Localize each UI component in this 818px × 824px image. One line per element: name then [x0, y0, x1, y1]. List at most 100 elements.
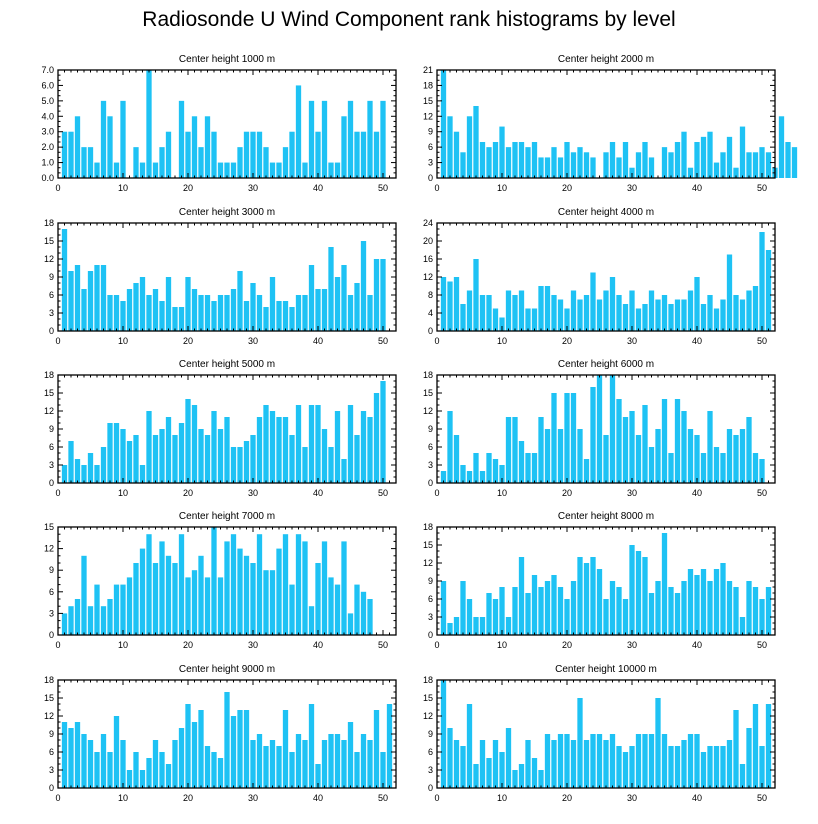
y-tick-label: 12: [423, 111, 433, 121]
histogram-bar: [113, 162, 120, 178]
histogram-bar: [739, 126, 746, 178]
histogram-panel: Center height 9000 m 0 10 20 30 40 50 0 3 6 9 12 15 1…: [44, 664, 397, 803]
histogram-bar: [674, 299, 681, 331]
y-tick-label: 3: [428, 158, 433, 168]
histogram-bar: [512, 587, 518, 635]
x-tick-label: 50: [378, 640, 388, 650]
histogram-bar: [347, 613, 354, 635]
histogram-bar: [224, 295, 230, 331]
histogram-bar: [538, 770, 544, 788]
histogram-bar: [525, 453, 531, 483]
histogram-bar: [765, 152, 772, 178]
histogram-bar: [668, 152, 674, 178]
x-tick-label: 30: [627, 336, 637, 346]
histogram-bar: [237, 447, 243, 483]
histogram-bar: [61, 131, 68, 178]
histogram-bar: [224, 417, 230, 483]
histogram-bar: [152, 563, 159, 635]
y-tick-label: 6: [428, 747, 433, 757]
histogram-bar: [107, 295, 113, 331]
histogram-bar: [347, 295, 354, 331]
histogram-bar: [165, 131, 172, 178]
histogram-bar: [440, 70, 447, 178]
histogram-bar: [557, 299, 564, 331]
histogram-bar: [778, 116, 785, 178]
histogram-bar: [87, 271, 94, 331]
x-tick-label: 50: [757, 336, 767, 346]
histogram-bar: [759, 232, 765, 331]
histogram-bar: [453, 740, 460, 788]
histogram-bar: [570, 581, 577, 635]
histogram-bar: [765, 704, 772, 788]
histogram-bar: [629, 290, 635, 331]
histogram-bar: [68, 606, 74, 635]
histogram-panel: Center height 3000 m 0 10 20 30 40 50 0 3 6 9 12 15 1…: [44, 207, 397, 346]
histogram-bar: [120, 429, 126, 483]
histogram-bar: [700, 453, 707, 483]
histogram-bar: [720, 746, 726, 788]
histogram-bar: [752, 286, 759, 331]
histogram-bar: [713, 308, 720, 331]
histogram-bar: [185, 399, 191, 483]
histogram-bar: [204, 577, 211, 635]
histogram-bar: [655, 581, 661, 635]
histogram-bar: [217, 429, 224, 483]
histogram-bar: [479, 142, 486, 178]
histogram-bar: [590, 734, 596, 788]
histogram-bar: [447, 623, 453, 635]
histogram-bar: [133, 563, 139, 635]
histogram-bar: [583, 740, 590, 788]
histogram-bar: [152, 435, 159, 483]
histogram-bar: [269, 411, 276, 483]
histogram-bar: [687, 734, 694, 788]
histogram-bar: [295, 85, 302, 178]
histogram-bar: [360, 411, 367, 483]
y-tick-label: 9: [49, 424, 54, 434]
y-tick-label: 6: [428, 442, 433, 452]
histogram-bar: [661, 295, 668, 331]
x-tick-label: 10: [497, 488, 507, 498]
histogram-bar: [694, 435, 700, 483]
histogram-bar: [185, 277, 191, 331]
histogram-bar: [453, 277, 460, 331]
histogram-bar: [596, 734, 603, 788]
y-tick-label: 12: [423, 558, 433, 568]
histogram-bar: [334, 734, 341, 788]
histogram-bar: [94, 265, 100, 331]
histogram-bar: [733, 435, 739, 483]
histogram-bar: [178, 728, 185, 788]
histogram-bar: [590, 272, 596, 331]
y-tick-label: 1.0: [41, 158, 54, 168]
histogram-bar: [564, 599, 570, 635]
histogram-bar: [146, 411, 152, 483]
histogram-bar: [360, 131, 367, 178]
histogram-bar: [113, 716, 120, 788]
histogram-bar: [159, 147, 165, 178]
histogram-bar: [720, 453, 726, 483]
x-tick-label: 30: [248, 183, 258, 193]
histogram-bar: [518, 441, 525, 483]
histogram-bar: [726, 581, 733, 635]
x-tick-label: 50: [757, 640, 767, 650]
y-tick-label: 0: [49, 783, 54, 793]
histogram-bar: [107, 752, 113, 788]
histogram-bar: [315, 405, 321, 483]
histogram-bar: [661, 734, 668, 788]
histogram-bar: [191, 289, 198, 331]
histogram-bar: [250, 740, 256, 788]
x-tick-label: 20: [562, 488, 572, 498]
histogram-bar: [334, 584, 341, 635]
y-tick-label: 3: [428, 460, 433, 470]
histogram-bar: [237, 548, 243, 635]
panel-title: Center height 3000 m: [179, 207, 275, 218]
histogram-bar: [583, 295, 590, 331]
histogram-bar: [120, 301, 126, 331]
histogram-bar: [694, 142, 700, 178]
histogram-bar: [557, 429, 564, 483]
histogram-bar: [531, 453, 538, 483]
histogram-bar: [674, 399, 681, 483]
histogram-bar: [752, 152, 759, 178]
y-tick-label: 15: [44, 236, 54, 246]
histogram-bar: [629, 746, 635, 788]
histogram-bar: [217, 577, 224, 635]
